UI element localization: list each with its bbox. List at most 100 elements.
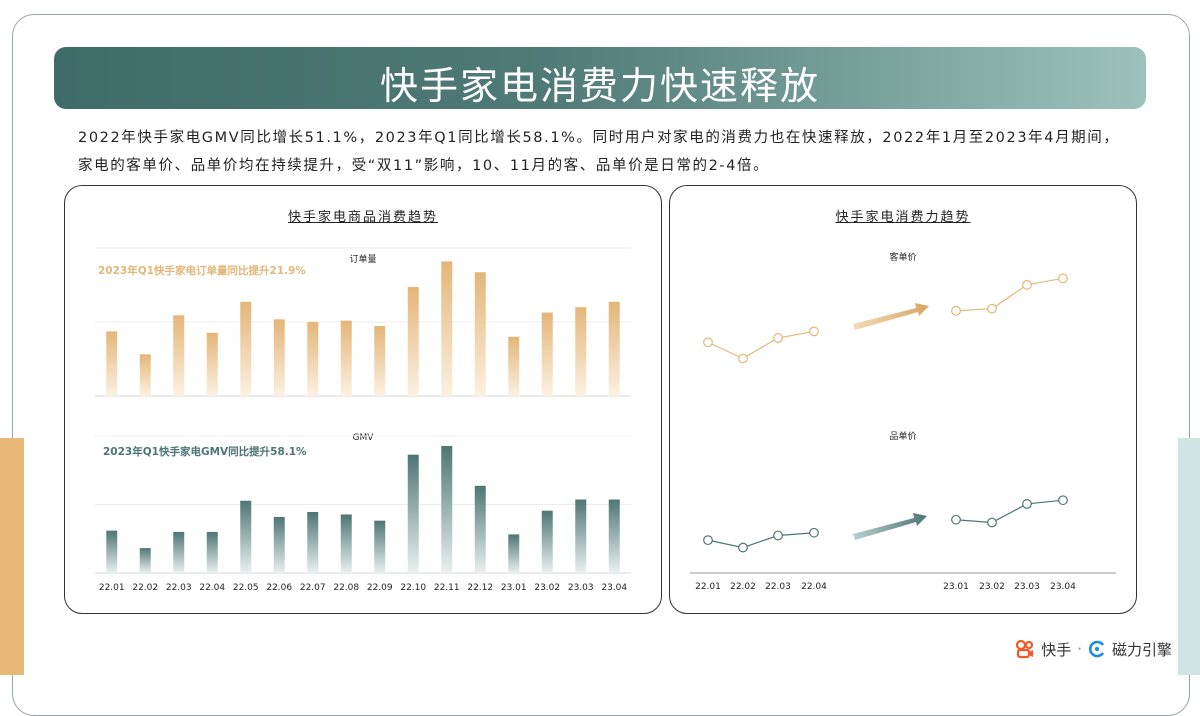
gmv-tick-label: 22.04 — [199, 583, 225, 593]
orders-bar — [608, 301, 620, 396]
gmv-tick-label: 22.06 — [266, 583, 292, 593]
price-tick-label: 23.04 — [1050, 582, 1076, 592]
order-price-chart-title: 客单价 — [889, 251, 916, 263]
order-price-point — [809, 326, 819, 337]
gmv-tick-label: 22.08 — [333, 583, 359, 593]
gmv-chart-title: GMV — [353, 433, 375, 443]
gmv-tick-label: 22.10 — [400, 583, 426, 593]
orders-bar — [474, 272, 486, 396]
orders-bar — [307, 322, 319, 396]
price-tick-label: 22.02 — [730, 582, 756, 592]
gmv-tick-label: 22.01 — [99, 583, 125, 593]
item-price-point — [738, 542, 748, 553]
right-accent-bar — [1178, 438, 1200, 675]
left-accent-bar — [0, 438, 24, 675]
gmv-tick-label: 23.02 — [534, 583, 560, 593]
gmv-bar — [307, 511, 319, 573]
gmv-tick-label: 22.11 — [434, 583, 460, 593]
item-price-point — [1058, 495, 1068, 506]
gmv-tick-label: 23.01 — [501, 583, 527, 593]
consumption-trend-panel: 快手家电消费力趋势 客单价品单价 22.01 22.02 22.03 22.04 23.0… — [669, 185, 1137, 614]
order-price-point — [773, 333, 783, 343]
gmv-tick-label: 22.02 — [132, 583, 158, 593]
product-trend-panel: 快手家电商品消费趋势 订单量 2023年Q1快手家电订单量同比提升21.9% GMV… — [64, 185, 662, 614]
gmv-bar — [139, 548, 151, 573]
product-trend-chart: 订单量 2023年Q1快手家电订单量同比提升21.9% GMV 2023年Q1快手家电… — [95, 247, 631, 593]
orders-bar — [407, 287, 419, 396]
orders-chart-title: 订单量 — [349, 253, 376, 265]
kuaishou-logo-icon — [1016, 639, 1034, 659]
gmv-tick-label: 23.04 — [601, 583, 627, 593]
gmv-annotation: 2023年Q1快手家电GMV同比提升58.1% — [103, 445, 307, 458]
order-price-line-1 — [707, 330, 815, 360]
gmv-bar — [206, 531, 218, 573]
page-title: 快手家电消费力快速释放 — [379, 64, 820, 108]
price-tick-label: 22.04 — [801, 582, 827, 592]
gmv-tick-label: 22.09 — [367, 583, 393, 593]
gmv-tick-label: 22.07 — [300, 583, 326, 593]
gmv-tick-label: 22.05 — [233, 583, 259, 593]
orders-bar — [273, 319, 285, 396]
gmv-bar — [441, 445, 453, 573]
item-price-chart-title: 品单价 — [889, 430, 916, 442]
order-price-point — [1022, 279, 1032, 290]
price-tick-label: 22.01 — [695, 582, 721, 592]
gmv-bar — [374, 520, 386, 573]
consumption-trend-title: 快手家电消费力趋势 — [835, 210, 971, 225]
brand-engine: 磁力引擎 — [1111, 640, 1172, 659]
gmv-bar — [407, 454, 419, 573]
item-price-point — [809, 527, 819, 538]
item-price-point — [951, 514, 961, 525]
price-tick-label: 23.03 — [1014, 582, 1040, 592]
price-tick-label: 23.02 — [979, 582, 1005, 592]
brand-separator: · — [1077, 640, 1082, 658]
orders-bar — [173, 315, 185, 396]
order-price-point — [1058, 273, 1068, 284]
price-tick-label: 22.03 — [765, 582, 791, 592]
order-price-point — [987, 303, 997, 314]
orders-bar — [541, 312, 553, 396]
brand-footer: 快手 · 磁力引擎 — [1015, 638, 1172, 660]
item-price-point — [1022, 499, 1032, 509]
item-price-point — [703, 535, 713, 546]
order-price-point — [738, 353, 748, 364]
cili-engine-logo-icon — [1089, 640, 1105, 658]
gmv-tick-label: 23.03 — [568, 583, 594, 593]
gmv-bar — [474, 485, 486, 573]
gmv-bar — [608, 499, 620, 573]
orders-bar — [206, 332, 218, 396]
orders-bar — [508, 336, 520, 396]
orders-bar — [106, 331, 118, 396]
price-tick-label: 23.01 — [943, 582, 969, 592]
gmv-tick-label: 22.12 — [467, 583, 493, 593]
gmv-bar — [340, 514, 352, 573]
orders-annotation: 2023年Q1快手家电订单量同比提升21.9% — [98, 264, 306, 277]
gmv-bar — [240, 500, 252, 573]
orders-bar — [240, 301, 252, 396]
orders-bar — [575, 307, 587, 396]
item-price-point — [987, 517, 997, 528]
order-price-point — [951, 305, 961, 316]
order-price-trend-arrow-icon — [853, 303, 929, 330]
gmv-bar — [106, 530, 118, 573]
gmv-bar — [575, 499, 587, 573]
order-price-line-2 — [955, 277, 1064, 312]
item-price-line-1 — [707, 532, 815, 549]
gmv-bar — [273, 516, 285, 573]
gmv-bar — [173, 531, 185, 573]
product-trend-title: 快手家电商品消费趋势 — [287, 210, 438, 225]
intro-paragraph: 2022年快手家电GMV同比增长51.1%，2023年Q1同比增长58.1%。同… — [78, 130, 1120, 174]
gmv-tick-label: 22.03 — [166, 583, 192, 593]
orders-bar — [340, 320, 352, 396]
item-price-point — [773, 530, 783, 541]
item-price-trend-arrow-icon — [853, 513, 927, 540]
brand-kuaishou: 快手 — [1041, 640, 1072, 659]
order-price-point — [703, 337, 713, 348]
gmv-bar — [508, 534, 520, 573]
orders-bar — [374, 326, 386, 396]
orders-bar — [139, 354, 151, 396]
gmv-bar — [541, 510, 553, 573]
orders-bar — [441, 261, 453, 396]
title-banner: 快手家电消费力快速释放 — [54, 47, 1146, 109]
